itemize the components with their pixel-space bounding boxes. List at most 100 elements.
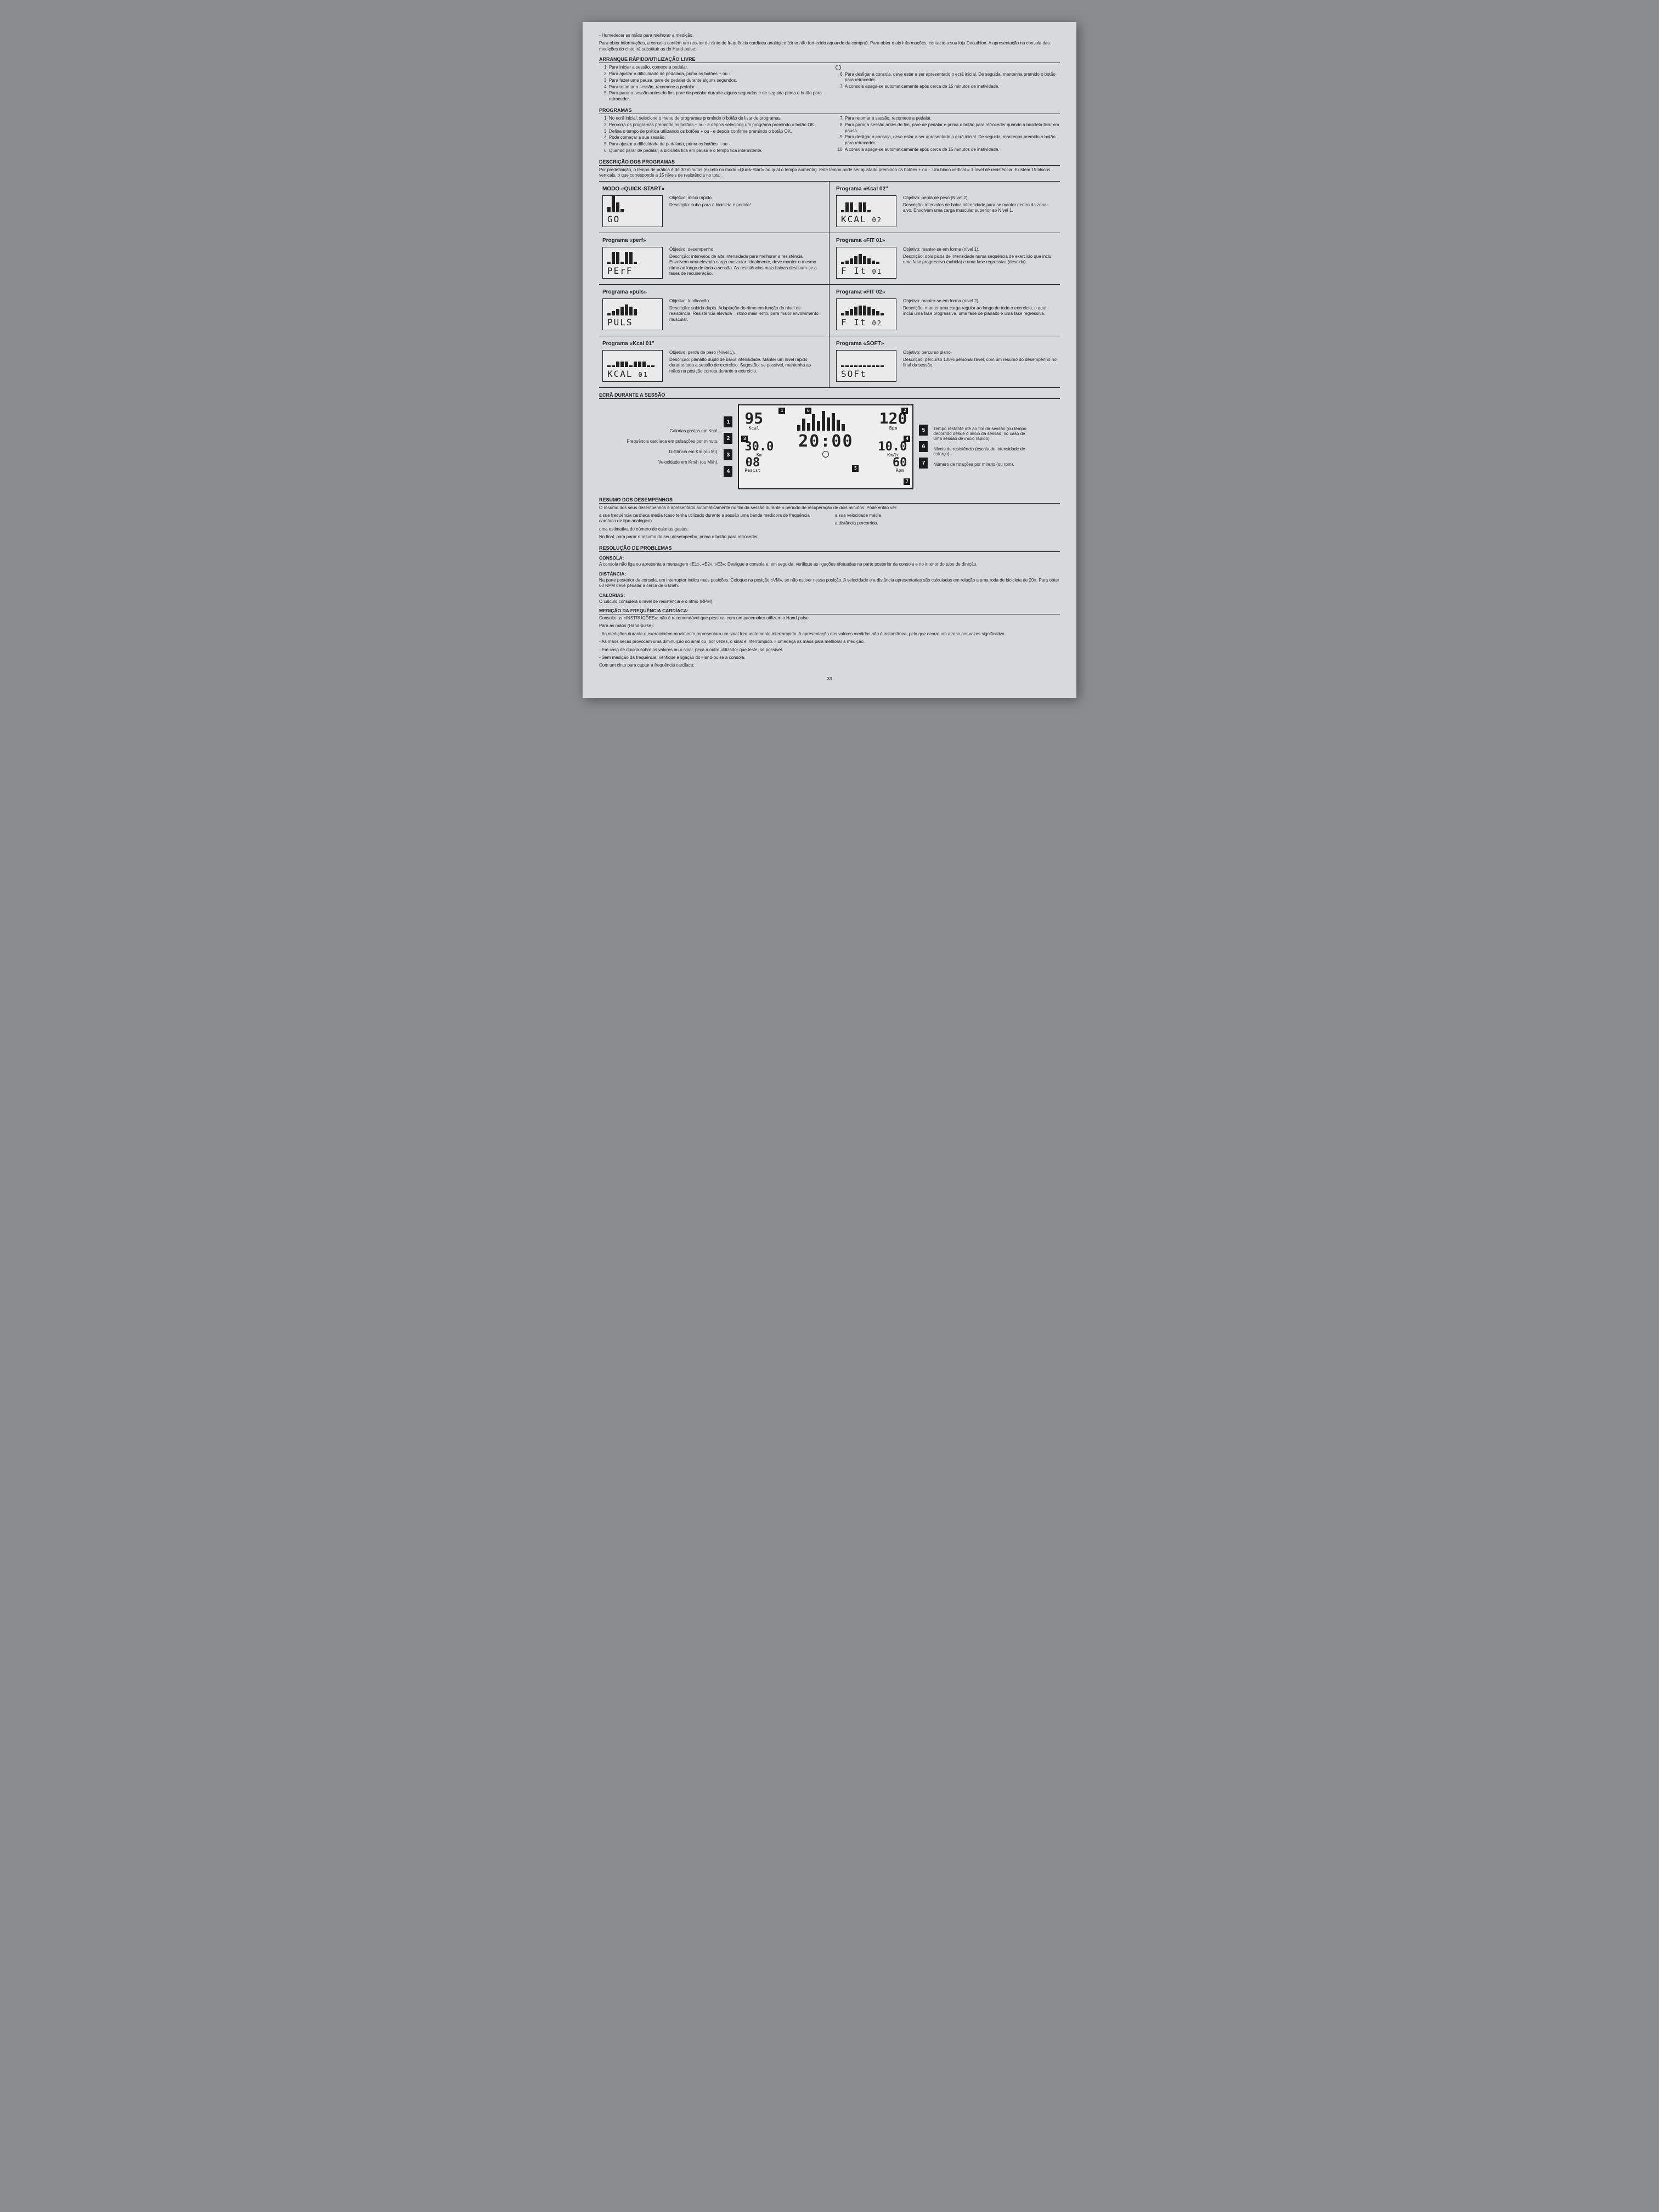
badge-7: 7	[904, 478, 910, 485]
program-lcd: PErF	[602, 247, 663, 279]
clock-icon	[822, 451, 829, 458]
session-display: Calorias gastas em Kcal. Frequência cardí…	[599, 404, 1060, 489]
scr-kcal-lab: Kcal	[749, 426, 759, 431]
programas-left-list: No ecrã inicial, selecione o menu de pro…	[599, 116, 824, 154]
trouble-cal-t: O cálculo considera o nível de resistênc…	[599, 599, 1060, 605]
scr-bpm-lab: Bpm	[889, 426, 897, 431]
quickstart-left-list: Para iniciar a sessão, comece a pedalar.…	[599, 65, 824, 103]
legend-number: 5	[919, 425, 928, 436]
scr-time: 20:00	[798, 432, 853, 451]
section-session-title: ECRÃ DURANTE A SESSÃO	[599, 392, 1060, 399]
badge-5: 5	[852, 465, 859, 472]
legend-item: Calorias gastas em Kcal.	[627, 428, 719, 433]
program-cell: Programa «FIT 02» F It02 Objetivo: manter-…	[830, 285, 1060, 336]
programas-right-list: Para retomar a sessão, recomece a pedala…	[835, 116, 1060, 153]
program-title: Programa «Kcal 01"	[602, 341, 822, 347]
list-item: Quando parar de pedalar, a bicicleta fic…	[609, 148, 824, 154]
section-desc-title: DESCRIÇÃO DOS PROGRAMAS	[599, 159, 1060, 166]
resumo-bul1c: uma estimativa do número de calorias gas…	[599, 527, 824, 532]
manual-page: - Humedecer as mãos para melhorar a medi…	[583, 22, 1076, 698]
legend-item: Distância em Km (ou Mi).	[627, 449, 719, 454]
program-cell: MODO «QUICK-START»GOObjetivo: início ráp…	[599, 182, 830, 233]
scr-resist-lab: Resist	[744, 468, 760, 473]
scr-kcal: 95	[744, 411, 763, 425]
trouble-med-t1: Consulte as «INSTRUÇÕES»: não é recomend…	[599, 616, 1060, 621]
program-lcd: F It01	[836, 247, 896, 279]
legend-item: Níveis de resistência (escala de intensi…	[933, 447, 1032, 456]
program-lcd: KCAL02	[836, 195, 896, 227]
back-icon	[836, 65, 841, 70]
program-title: Programa «FIT 01»	[836, 238, 1057, 244]
badge-3: 3	[741, 436, 748, 442]
list-item: Para ajustar a dificuldade de pedalada, …	[609, 142, 824, 148]
resumo-bul1d: a distância percorrida.	[835, 521, 1060, 526]
trouble-med-b2: - As mãos secas provocam uma diminuição …	[599, 639, 1060, 645]
program-text: Objetivo: percurso plano.Descrição: perc…	[903, 350, 1057, 369]
trouble-consola-h: CONSOLA:	[599, 555, 1060, 561]
program-text: Objetivo: tonificaçãoDescrição: subida d…	[669, 298, 822, 323]
resumo-bul1b: a sua velocidade média.	[835, 513, 1060, 518]
program-cell: Programa «SOFT»SOFtObjetivo: percurso pl…	[830, 336, 1060, 388]
list-item: Defina o tempo de prática utilizando os …	[609, 129, 824, 135]
scr-km: 30.0	[744, 442, 774, 453]
list-item: Para desligar a consola, deve estar a se…	[845, 134, 1060, 146]
program-title: Programa «FIT 02»	[836, 289, 1057, 295]
list-item: Percorra os programas premindo os botões…	[609, 122, 824, 128]
program-title: Programa «perf»	[602, 238, 822, 244]
trouble-dist-h: DISTÂNCIA:	[599, 571, 1060, 577]
legend-left: Calorias gastas em Kcal. Frequência cardí…	[627, 428, 719, 465]
legend-number: 2	[724, 433, 732, 444]
resumo-bul1a: a sua frequência cardíaca média (caso te…	[599, 513, 824, 524]
badge-4: 4	[904, 436, 910, 442]
numstrip-left: 1 2 3 4	[724, 416, 732, 477]
trouble-med-t3: Com um cinto para captar a frequência ca…	[599, 663, 1060, 668]
resumo-title: RESUMO DOS DESEMPENHOS	[599, 497, 1060, 504]
trouble-title: RESOLUÇÃO DE PROBLEMAS	[599, 545, 1060, 552]
program-lcd: GO	[602, 195, 663, 227]
list-item: Para parar a sessão antes do fim, pare d…	[609, 91, 824, 103]
program-text: Objetivo: manter-se em forma (nível 2).D…	[903, 298, 1057, 317]
intro-tip: - Humedecer as mãos para melhorar a medi…	[599, 33, 1060, 38]
program-title: Programa «Kcal 02"	[836, 186, 1057, 192]
list-item: Para ajustar a dificuldade de pedalada, …	[609, 71, 824, 77]
legend-right: Tempo restante até ao fim da sessão (ou …	[933, 426, 1032, 467]
legend-item: Número de rotações por minuto (ou rpm).	[933, 462, 1032, 467]
program-text: Objetivo: perda de peso (Nível 2).Descri…	[903, 195, 1057, 214]
list-item: Para iniciar a sessão, comece a pedalar.	[609, 65, 824, 71]
lcd-screen: 1 2 3 4 5 6 7 95 Kcal 120 Bpm 30.0	[738, 404, 913, 489]
list-item: Para parar a sessão antes do fim, pare d…	[845, 122, 1060, 134]
list-item: Para retomar a sessão, recomece a pedala…	[609, 84, 824, 91]
legend-number: 1	[724, 416, 732, 427]
list-item: A consola apaga-se automaticamente após …	[845, 84, 1060, 90]
list-item: Para fazer uma pausa, pare de pedalar du…	[609, 78, 824, 84]
legend-number: 3	[724, 449, 732, 460]
program-text: Objetivo: perda de peso (Nível 1).Descri…	[669, 350, 822, 375]
program-title: Programa «SOFT»	[836, 341, 1057, 347]
program-lcd: F It02	[836, 298, 896, 330]
legend-item: Frequência cardíaca em pulsações por min…	[627, 439, 719, 444]
program-cell: Programa «Kcal 02" KCAL02 Objetivo: perda …	[830, 182, 1060, 233]
trouble-med-h: MEDIÇÃO DA FREQUÊNCIA CARDÍACA:	[599, 608, 1060, 614]
legend-number: 7	[919, 458, 928, 469]
program-cell: Programa «puls»PULSObjetivo: tonificação…	[599, 285, 830, 336]
numstrip-right: 567	[919, 425, 928, 469]
legend-item: Velocidade em Km/h (ou Mi/h).	[627, 460, 719, 465]
desc-text: Por predefinição, o tempo de prática é d…	[599, 167, 1060, 179]
programs-grid: MODO «QUICK-START»GOObjetivo: início ráp…	[599, 181, 1060, 388]
badge-2: 2	[901, 408, 908, 414]
quickstart-right-list: Para desligar a consola, deve estar a se…	[835, 72, 1060, 90]
list-item: No ecrã inicial, selecione o menu de pro…	[609, 116, 824, 122]
scr-rpm: 60	[893, 458, 907, 469]
trouble-med-b1: - As medições durante o exercício/em mov…	[599, 631, 1060, 637]
legend-number: 4	[724, 466, 732, 477]
page-number: 33	[599, 676, 1060, 681]
program-text: Objetivo: manter-se em forma (nível 1).D…	[903, 247, 1057, 266]
trouble-med-b3: - Em caso de dúvida sobre os valores ou …	[599, 647, 1060, 653]
resumo-p1: O resumo dos seus desempenhos é apresent…	[599, 505, 1060, 511]
program-lcd: KCAL01	[602, 350, 663, 382]
badge-6: 6	[805, 408, 811, 414]
program-cell: Programa «perf»PErFObjetivo: desempenhoD…	[599, 233, 830, 285]
resumo-cols: a sua frequência cardíaca média (caso te…	[599, 513, 1060, 534]
badge-1: 1	[778, 408, 785, 414]
quickstart-columns: Para iniciar a sessão, comece a pedalar.…	[599, 65, 1060, 103]
